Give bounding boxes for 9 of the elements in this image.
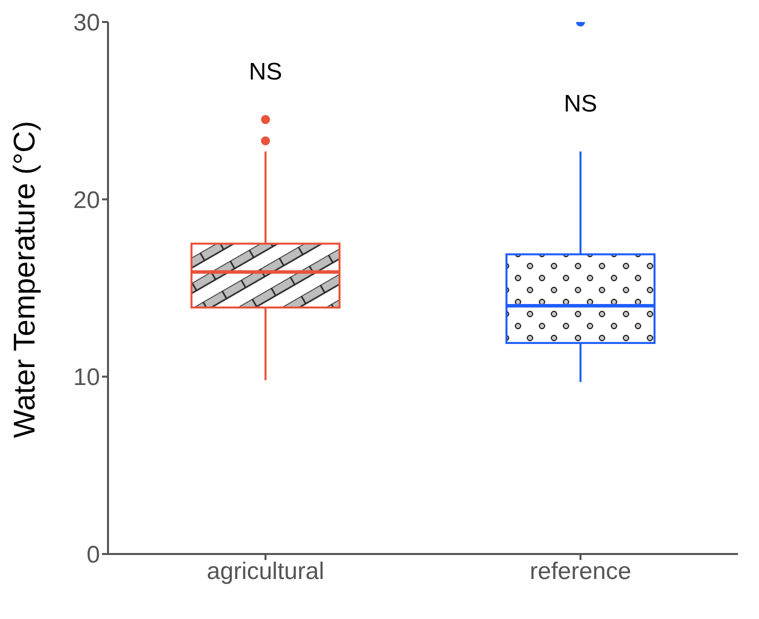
annotation: NS bbox=[564, 90, 598, 118]
annotation: NS bbox=[248, 58, 282, 86]
y-axis-title: Water Temperature (°C) bbox=[8, 120, 42, 438]
x-tick-label: reference bbox=[530, 558, 632, 586]
y-tick-label: 20 bbox=[73, 186, 100, 214]
y-tick-label: 10 bbox=[73, 364, 100, 392]
x-tick-label: agricultural bbox=[206, 558, 324, 586]
y-tick-label: 30 bbox=[73, 10, 100, 37]
y-tick-label: 0 bbox=[86, 542, 100, 569]
